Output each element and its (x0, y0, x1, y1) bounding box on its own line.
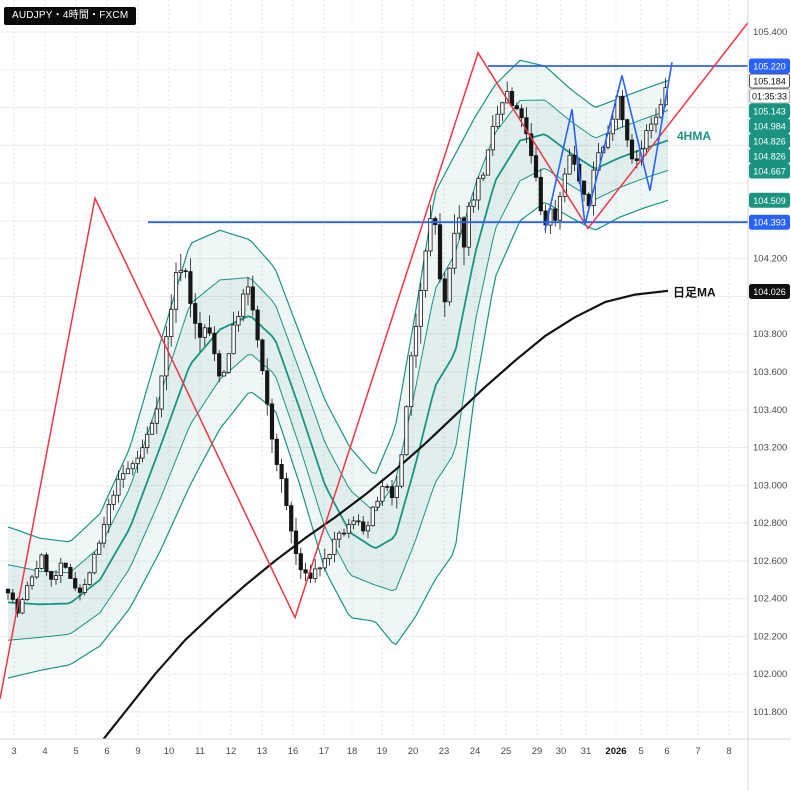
svg-text:104.200: 104.200 (753, 254, 787, 265)
svg-text:104.826: 104.826 (753, 137, 786, 147)
svg-text:104.509: 104.509 (753, 196, 786, 206)
svg-text:102.400: 102.400 (753, 594, 787, 605)
svg-text:102.000: 102.000 (753, 669, 787, 680)
svg-text:103.400: 103.400 (753, 405, 787, 416)
price-badges: 105.220 105.184 01:35:33 105.143 104.984 104.… (749, 58, 790, 299)
svg-text:105.184: 105.184 (753, 77, 786, 87)
price-badge[interactable] (749, 118, 790, 134)
svg-text:104.667: 104.667 (753, 167, 786, 177)
svg-text:30: 30 (556, 746, 567, 757)
svg-text:31: 31 (581, 746, 592, 757)
svg-text:103.000: 103.000 (753, 480, 787, 491)
price-badge[interactable] (749, 133, 790, 149)
svg-text:3: 3 (11, 746, 16, 757)
svg-text:103.800: 103.800 (753, 329, 787, 340)
svg-text:7: 7 (695, 746, 700, 757)
price-badge[interactable] (749, 73, 790, 89)
price-badge[interactable] (749, 103, 790, 119)
price-badge[interactable] (749, 58, 790, 74)
grid-horizontal (0, 31, 748, 713)
svg-text:104.984: 104.984 (753, 122, 786, 132)
4h-ma-line (7, 133, 669, 606)
svg-text:105.400: 105.400 (753, 27, 787, 38)
svg-text:23: 23 (439, 746, 450, 757)
zigzag-blue[interactable] (544, 62, 673, 231)
svg-text:103.600: 103.600 (753, 367, 787, 378)
svg-text:25: 25 (501, 746, 512, 757)
svg-text:104.393: 104.393 (753, 218, 786, 228)
price-badge[interactable] (749, 192, 790, 208)
svg-text:102.800: 102.800 (753, 518, 787, 529)
svg-text:105.143: 105.143 (753, 107, 786, 117)
price-badge[interactable] (749, 88, 790, 104)
svg-text:18: 18 (347, 746, 358, 757)
time-axis[interactable] (0, 739, 791, 791)
daily-ma-label: 日足MA (673, 286, 716, 300)
svg-text:20: 20 (408, 746, 419, 757)
svg-text:4: 4 (42, 746, 47, 757)
price-badge[interactable] (749, 214, 790, 230)
svg-text:6: 6 (664, 746, 669, 757)
time-tick-labels: 3 4 5 6 9 10 11 12 13 16 17 18 19 20 23 24 25 29 30 31 2026 5… (11, 746, 731, 757)
svg-text:101.800: 101.800 (753, 707, 787, 718)
price-badge[interactable] (749, 284, 790, 299)
svg-text:24: 24 (470, 746, 481, 757)
svg-text:5: 5 (638, 746, 643, 757)
svg-text:5: 5 (73, 746, 78, 757)
trend-line-red[interactable] (0, 22, 748, 699)
svg-text:2026: 2026 (605, 746, 626, 757)
svg-text:8: 8 (726, 746, 731, 757)
svg-text:11: 11 (195, 746, 205, 757)
svg-text:102.600: 102.600 (753, 556, 787, 567)
svg-text:17: 17 (319, 746, 330, 757)
daily-ma-line (102, 289, 669, 739)
symbol-label: AUDJPY・4時間・FXCM (4, 7, 137, 25)
svg-text:16: 16 (288, 746, 299, 757)
price-badge[interactable] (749, 148, 790, 164)
svg-text:13: 13 (257, 746, 268, 757)
svg-text:105.220: 105.220 (753, 62, 786, 72)
svg-text:103.200: 103.200 (753, 443, 787, 454)
horizontal-level-lines[interactable] (148, 65, 748, 224)
svg-text:01:35:33: 01:35:33 (752, 92, 787, 102)
svg-text:6: 6 (104, 746, 109, 757)
svg-text:12: 12 (226, 746, 237, 757)
price-tick-labels: 105.400 104.200 103.800 103.600 103.400 103.2… (753, 27, 787, 718)
svg-text:19: 19 (377, 746, 388, 757)
svg-text:10: 10 (164, 746, 175, 757)
4hma-label: 4HMA (677, 129, 711, 143)
price-badge[interactable] (749, 163, 790, 179)
svg-text:9: 9 (135, 746, 140, 757)
svg-text:29: 29 (532, 746, 543, 757)
svg-text:102.200: 102.200 (753, 631, 787, 642)
svg-text:104.026: 104.026 (753, 287, 786, 297)
annotations: 4HMA 日足MA (672, 127, 718, 301)
svg-text:104.826: 104.826 (753, 152, 786, 162)
